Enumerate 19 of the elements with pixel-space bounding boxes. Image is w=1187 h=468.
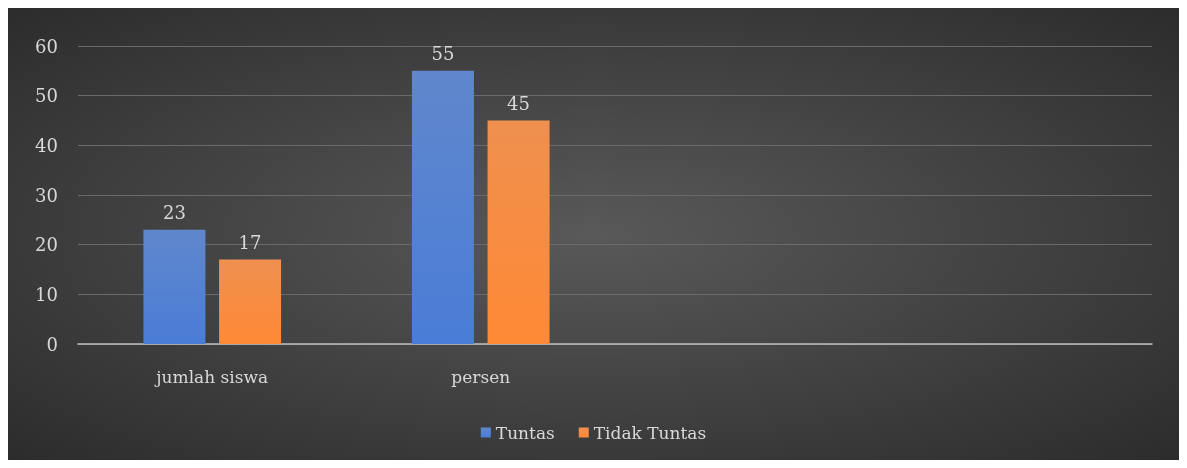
- x-tick-label: persen: [451, 366, 511, 387]
- data-label: 45: [507, 93, 531, 114]
- data-label: 55: [431, 43, 455, 65]
- x-tick-label: jumlah siswa: [154, 366, 269, 387]
- y-tick-label: 60: [35, 35, 58, 57]
- bar: [219, 259, 282, 344]
- data-label: 23: [162, 202, 186, 224]
- y-tick-label: 10: [35, 283, 58, 305]
- bar: [143, 229, 206, 344]
- legend-label: Tidak Tuntas: [593, 422, 707, 443]
- bar: [487, 120, 550, 344]
- data-label: 17: [238, 232, 262, 254]
- legend-label: Tuntas: [495, 422, 555, 443]
- y-tick-label: 40: [35, 134, 58, 156]
- y-tick-label: 0: [46, 333, 58, 355]
- bar: [411, 70, 474, 344]
- y-tick-label: 30: [35, 184, 58, 206]
- y-tick-label: 20: [35, 234, 58, 256]
- y-tick-label: 50: [35, 85, 58, 107]
